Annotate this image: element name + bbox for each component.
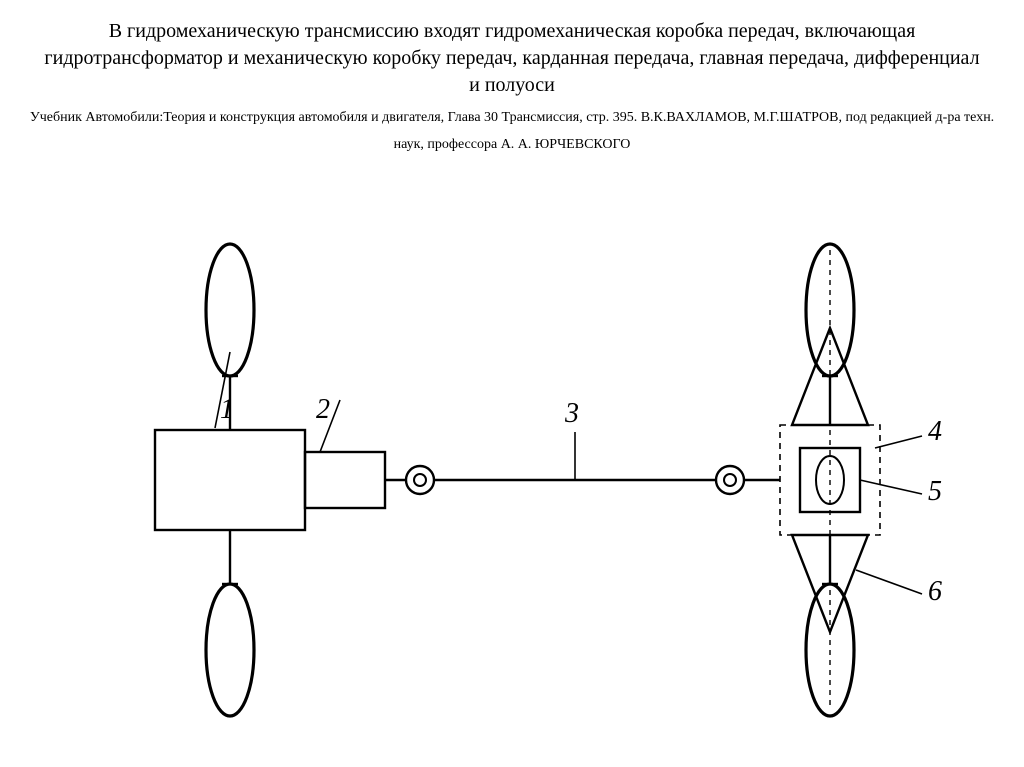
label-3: 3 <box>564 398 579 429</box>
label-6: 6 <box>928 576 942 607</box>
leader-6 <box>856 570 922 594</box>
label-5: 5 <box>928 476 942 507</box>
leader-5 <box>860 480 922 494</box>
front-wheel-top <box>206 244 254 376</box>
u-joint-2-inner <box>724 474 736 486</box>
gearbox-box <box>305 452 385 508</box>
slide-title: В гидромеханическую трансмиссию входят г… <box>0 0 1024 105</box>
u-joint-1-inner <box>414 474 426 486</box>
engine-box <box>155 430 305 530</box>
page: В гидромеханическую трансмиссию входят г… <box>0 0 1024 767</box>
label-4: 4 <box>928 416 942 447</box>
label-2: 2 <box>316 394 330 425</box>
slide-citation: Учебник Автомобили:Теория и конструкция … <box>0 105 1024 158</box>
label-1: 1 <box>220 394 234 425</box>
u-joint-1-outer <box>406 466 434 494</box>
transmission-diagram: 1 2 3 4 5 6 <box>0 200 1024 767</box>
front-wheel-bottom <box>206 584 254 716</box>
leader-4 <box>875 436 922 448</box>
u-joint-2-outer <box>716 466 744 494</box>
